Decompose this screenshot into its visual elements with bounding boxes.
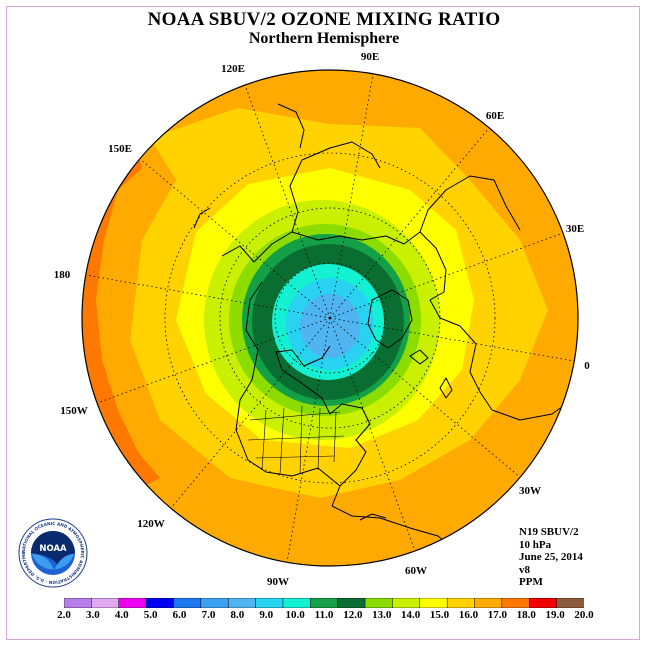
- colorbar-swatch: [337, 598, 366, 608]
- info-date: June 25, 2014: [519, 551, 583, 563]
- product-info: N19 SBUV/2 10 hPa June 25, 2014 v8 PPM: [519, 526, 583, 589]
- meridians: [85, 73, 575, 563]
- colorbar-swatch: [556, 598, 584, 608]
- lon-label-180: 180: [53, 269, 71, 281]
- colorbar-tick-label: 7.0: [201, 609, 216, 621]
- colorbar: [64, 598, 584, 608]
- lon-label-150w: 150W: [60, 405, 88, 417]
- colorbar-swatch: [255, 598, 284, 608]
- colorbar-tick-label: 8.0: [230, 609, 245, 621]
- colorbar-swatch: [529, 598, 558, 608]
- colorbar-tick-label: 2.0: [57, 609, 71, 621]
- lon-label-30e: 30E: [565, 223, 585, 235]
- colorbar-swatch: [173, 598, 202, 608]
- info-units: PPM: [519, 576, 543, 588]
- info-level: 10 hPa: [519, 538, 552, 551]
- colorbar-tick-label: 10.0: [285, 609, 305, 621]
- colorbar-swatch: [282, 598, 311, 608]
- colorbar-tick-label: 9.0: [259, 609, 274, 621]
- colorbar-tick-label: 12.0: [343, 609, 363, 621]
- lon-label-90e: 90E: [360, 51, 380, 63]
- lon-label-120e: 120E: [221, 63, 245, 75]
- info-satellite: N19 SBUV/2: [519, 526, 579, 538]
- colorbar-tick-label: 17.0: [487, 609, 507, 621]
- colorbar-tick-label: 16.0: [458, 609, 479, 621]
- latitude-circles: [164, 152, 496, 484]
- colorbar-swatch: [118, 598, 147, 608]
- colorbar-tick-label: 15.0: [429, 609, 450, 621]
- colorbar-swatch: [392, 598, 421, 608]
- colorbar-tick-label: 19.0: [545, 609, 565, 621]
- colorbar-swatch: [227, 598, 257, 608]
- colorbar-swatch: [64, 598, 92, 608]
- lon-label-60w: 60W: [405, 565, 427, 577]
- colorbar-tick-label: 6.0: [172, 609, 187, 621]
- image-frame: [6, 6, 640, 640]
- colorbar-swatch: [446, 598, 476, 608]
- info-version: v8: [519, 563, 530, 576]
- colorbar-tick-label: 4.0: [114, 609, 129, 621]
- colorbar-swatch: [419, 598, 448, 608]
- colorbar-swatch: [310, 598, 339, 608]
- field-blue: [300, 294, 360, 358]
- colorbar-swatch: [364, 598, 393, 608]
- coastlines: [193, 103, 567, 549]
- lon-label-90w: 90W: [267, 576, 289, 588]
- colorbar-tick-label: 3.0: [86, 609, 100, 621]
- lon-label-120w: 120W: [137, 518, 165, 530]
- colorbar-tick-label: 11.0: [314, 609, 334, 621]
- logo-text: NOAA: [39, 544, 67, 554]
- map-title: NOAA SBUV/2 OZONE MIXING RATIO: [147, 9, 501, 30]
- lon-label-0: 0: [584, 360, 590, 372]
- noaa-logo: NATIONAL OCEANIC AND ATMOSPHERIC ADMINIS…: [18, 518, 88, 588]
- colorbar-tick-label: 5.0: [143, 609, 158, 621]
- colorbar-tick-label: 14.0: [401, 609, 421, 621]
- colorbar-swatch: [474, 598, 503, 608]
- map-subtitle: Northern Hemisphere: [248, 30, 400, 47]
- lon-label-60e: 60E: [485, 110, 505, 122]
- colorbar-swatch: [91, 598, 120, 608]
- colorbar-swatch: [200, 598, 229, 608]
- globe-outline: [81, 69, 579, 567]
- colorbar-tick-label: 20.0: [574, 609, 594, 621]
- colorbar-tick-label: 18.0: [516, 609, 536, 621]
- state-borders: [247, 405, 345, 475]
- colorbar-swatch: [501, 598, 530, 608]
- colorbar-tick-label: 13.0: [372, 609, 392, 621]
- lon-label-150e: 150E: [108, 143, 132, 155]
- colorbar-swatch: [145, 598, 175, 608]
- lon-label-30w: 30W: [519, 485, 541, 497]
